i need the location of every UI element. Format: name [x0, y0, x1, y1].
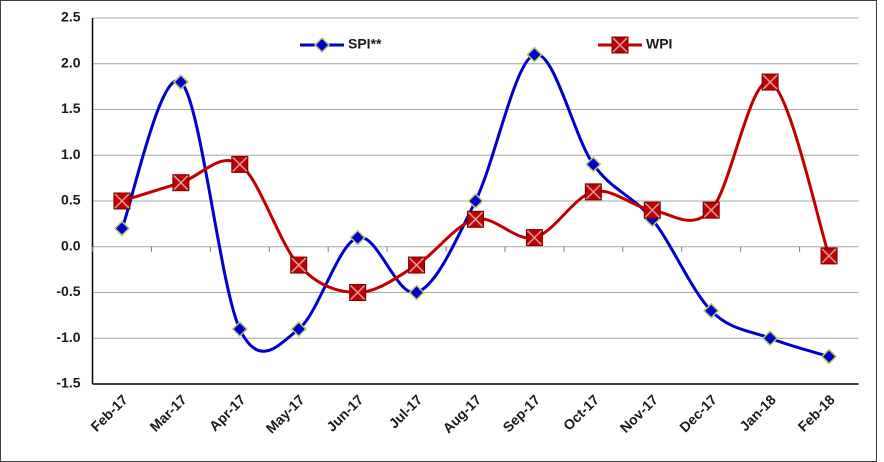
- marker-cross: [585, 184, 601, 200]
- square-marker: [702, 201, 720, 219]
- square-marker: [290, 256, 308, 274]
- square-marker: [113, 192, 131, 210]
- marker-shape: [290, 321, 307, 338]
- y-tick-label: -1.0: [56, 329, 80, 345]
- square-marker: [349, 284, 367, 301]
- legend-label: WPI: [646, 36, 672, 52]
- diamond-marker: [762, 330, 779, 347]
- marker-shape: [172, 73, 189, 91]
- marker-shape: [313, 36, 331, 54]
- y-tick-label: 1.0: [61, 146, 81, 162]
- marker-shape: [762, 330, 779, 347]
- diamond-marker: [408, 284, 425, 301]
- series-line: [120, 53, 830, 358]
- marker-shape: [585, 156, 602, 173]
- square-marker: [467, 210, 484, 228]
- square-marker: [584, 183, 602, 201]
- marker-shape: [408, 284, 425, 301]
- diamond-marker: [313, 36, 331, 54]
- marker-cross: [232, 156, 248, 172]
- diamond-marker: [820, 348, 838, 365]
- marker-cross: [762, 74, 778, 90]
- square-marker: [408, 256, 426, 274]
- diamond-marker: [585, 156, 602, 173]
- diamond-marker: [703, 302, 720, 319]
- diamond-marker: [290, 321, 307, 338]
- diamond-marker: [526, 46, 543, 63]
- marker-cross: [644, 202, 660, 218]
- marker-shape: [703, 302, 720, 319]
- y-tick-label: 0.5: [61, 192, 81, 208]
- marker-cross: [291, 257, 307, 273]
- marker-cross: [526, 230, 542, 246]
- marker-shape: [231, 321, 248, 338]
- diamond-marker: [113, 220, 131, 237]
- diamond-marker: [349, 229, 366, 246]
- square-marker: [525, 229, 543, 247]
- marker-shape: [820, 348, 838, 365]
- square-marker: [761, 73, 779, 91]
- marker-cross: [703, 202, 719, 218]
- marker-cross: [409, 257, 425, 273]
- marker-cross: [350, 284, 366, 301]
- marker-cross: [114, 193, 130, 209]
- marker-shape: [349, 229, 366, 246]
- marker-shape: [526, 46, 543, 63]
- square-marker: [172, 174, 190, 192]
- square-marker: [231, 155, 249, 173]
- series-line: [121, 80, 831, 295]
- diamond-marker: [172, 73, 189, 91]
- y-tick-label: 2.0: [61, 54, 81, 70]
- square-marker: [820, 247, 838, 265]
- marker-cross: [821, 248, 837, 264]
- y-tick-label: 2.5: [61, 9, 81, 25]
- y-tick-label: -1.5: [56, 375, 80, 391]
- diamond-marker: [231, 321, 248, 338]
- marker-shape: [467, 192, 484, 210]
- diamond-marker: [467, 192, 484, 210]
- y-tick-label: -0.5: [56, 283, 80, 299]
- marker-shape: [113, 220, 131, 237]
- y-tick-label: 0.0: [61, 237, 81, 253]
- square-marker: [611, 36, 629, 54]
- y-tick-label: 1.5: [61, 100, 81, 116]
- marker-cross: [173, 175, 189, 191]
- marker-cross: [612, 37, 628, 53]
- legend-label: SPI**: [348, 36, 382, 52]
- marker-cross: [467, 211, 484, 227]
- square-marker: [643, 201, 661, 219]
